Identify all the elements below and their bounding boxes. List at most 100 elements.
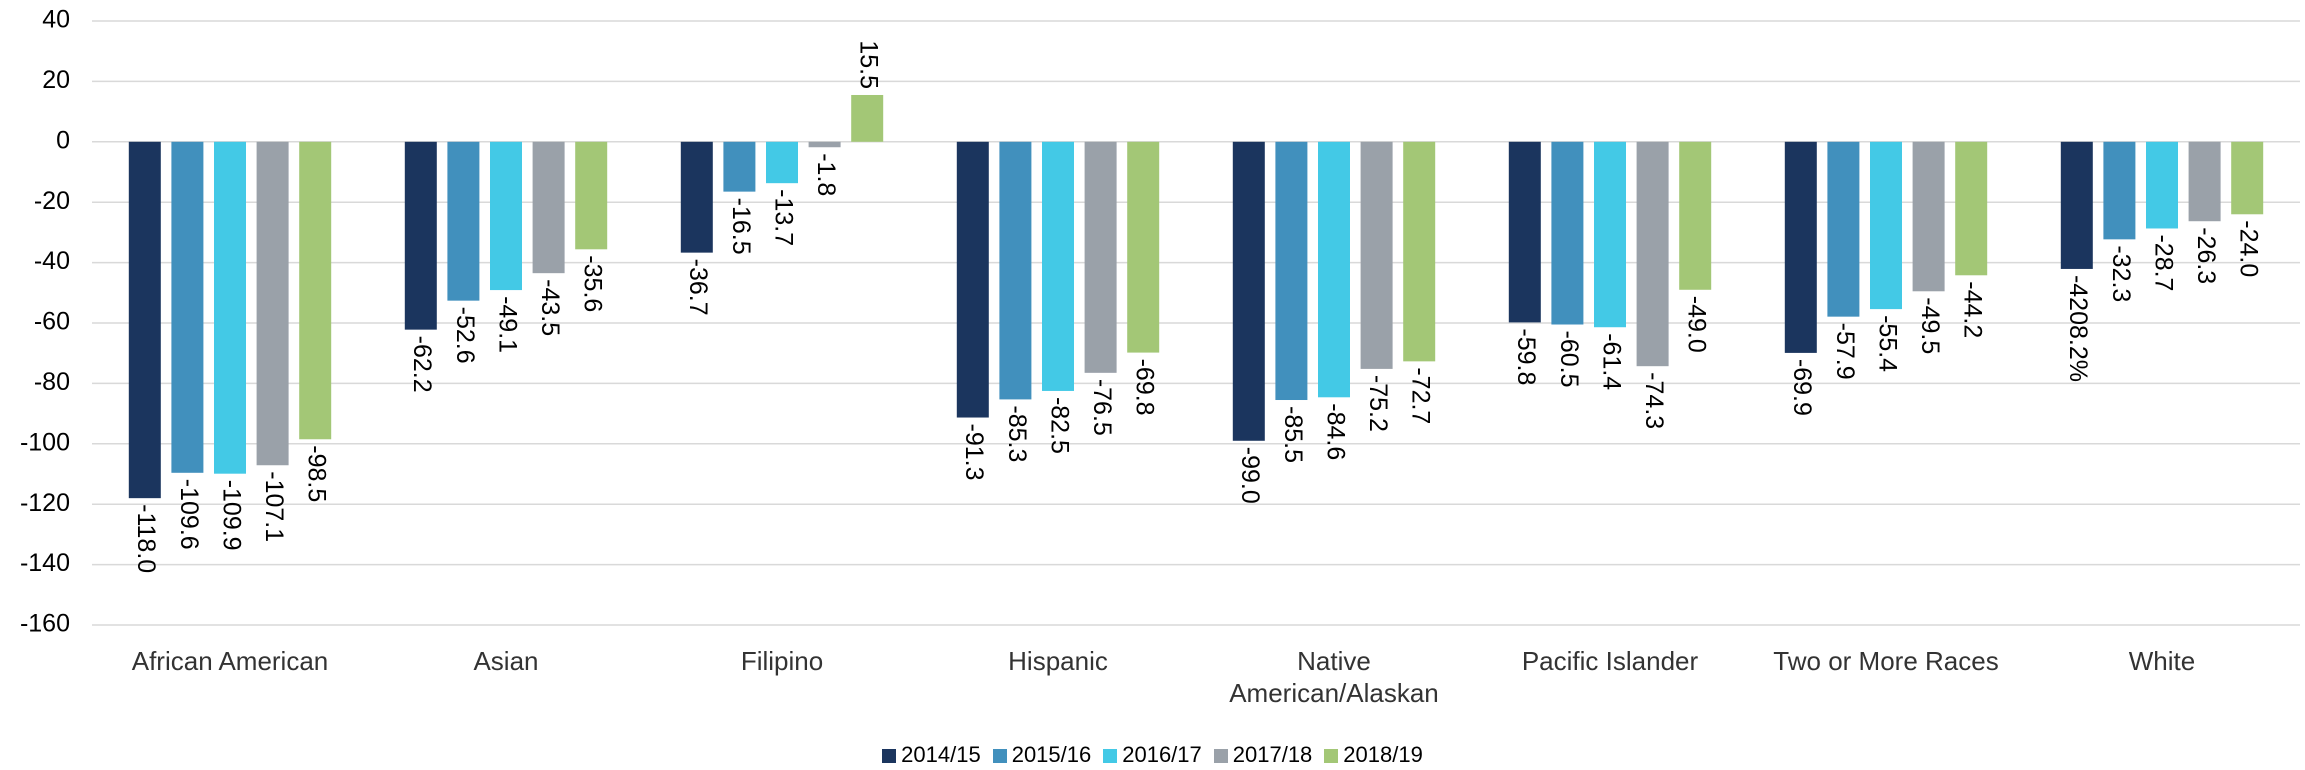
data-label: -74.3 <box>1640 372 1668 429</box>
bar <box>1912 141 1945 292</box>
bar <box>1551 141 1584 325</box>
data-label: -84.6 <box>1321 403 1349 460</box>
data-label: -59.8 <box>1512 328 1540 385</box>
bar <box>447 141 480 301</box>
data-label: -35.6 <box>579 255 607 312</box>
legend-item: 2018/19 <box>1324 742 1423 768</box>
bar <box>1403 141 1436 362</box>
x-tick-label: Native American/Alaskan <box>1229 646 1439 708</box>
legend-label: 2017/18 <box>1232 742 1313 767</box>
legend-swatch <box>1213 749 1228 763</box>
data-label: -49.1 <box>493 296 521 353</box>
data-label: -107.1 <box>260 471 288 542</box>
bar <box>128 141 161 499</box>
bar <box>1594 141 1626 328</box>
bar <box>1870 141 1902 310</box>
y-tick-label: -160 <box>20 610 70 638</box>
data-label: -49.0 <box>1683 296 1711 353</box>
y-tick-label: -40 <box>34 247 70 275</box>
data-label: -62.2 <box>408 336 436 393</box>
bar <box>1827 141 1860 317</box>
bar <box>575 141 608 250</box>
legend-item: 2014/15 <box>882 742 981 768</box>
bar <box>999 141 1032 400</box>
data-label: -49.5 <box>1916 297 1944 354</box>
y-tick-label: 20 <box>42 66 70 94</box>
legend-label: 2016/17 <box>1122 742 1202 767</box>
x-tick-label: African American <box>131 646 329 676</box>
y-tick-label: 40 <box>42 6 70 34</box>
y-tick-label: -140 <box>20 549 70 577</box>
bar <box>1084 141 1117 373</box>
bar <box>1275 141 1308 401</box>
data-label: -60.5 <box>1555 331 1583 388</box>
data-label: -16.5 <box>727 198 755 255</box>
data-label: -52.6 <box>451 307 479 364</box>
x-tick-label: Filipino <box>740 646 824 676</box>
bar <box>256 141 289 466</box>
legend-swatch <box>1103 749 1118 763</box>
data-label: -98.5 <box>303 445 331 502</box>
bar <box>723 141 756 192</box>
bar <box>2231 141 2264 215</box>
legend: 2014/15 2015/16 2016/17 2017/18 2018/19 <box>0 742 2305 768</box>
data-label: -55.4 <box>1873 315 1901 372</box>
data-label: -109.6 <box>175 479 203 550</box>
data-label: -43.5 <box>536 279 564 336</box>
data-label: -44.2 <box>1959 281 1987 338</box>
bar <box>490 141 522 291</box>
bar <box>766 141 798 184</box>
data-label: -118.0 <box>132 504 160 573</box>
bar <box>1042 141 1074 391</box>
legend-item: 2015/16 <box>992 742 1091 768</box>
bar <box>851 94 884 142</box>
data-label: -28.7 <box>2149 234 2177 291</box>
data-label: -69.9 <box>1788 359 1816 416</box>
data-label: -69.8 <box>1131 359 1159 416</box>
bar <box>1636 141 1669 367</box>
x-tick-label: White <box>2128 646 2196 676</box>
data-label: -4208.2% <box>2064 275 2092 382</box>
y-tick-label: -60 <box>34 308 70 336</box>
data-label: -75.2 <box>1364 375 1392 432</box>
data-label: -82.5 <box>1045 397 1073 454</box>
bar <box>1127 141 1160 353</box>
data-label: -76.5 <box>1088 379 1116 436</box>
bar <box>680 141 713 253</box>
bar <box>404 141 437 330</box>
y-tick-label: -80 <box>34 368 70 396</box>
data-label: 15.5 <box>855 40 883 89</box>
legend-label: 2018/19 <box>1343 742 1423 767</box>
data-label: -72.7 <box>1407 367 1435 424</box>
legend-swatch <box>882 749 897 763</box>
bar <box>1318 141 1350 398</box>
bar <box>1232 141 1265 441</box>
bar <box>214 141 246 474</box>
bar <box>808 141 841 148</box>
y-tick-label: 0 <box>56 126 70 154</box>
legend-label: 2014/15 <box>901 742 981 767</box>
bar <box>2103 141 2136 240</box>
plot-area: -160-140-120-100-80-60-40-2002040-118.0-… <box>20 6 2300 638</box>
x-tick-label: Pacific Islander <box>1521 646 1699 676</box>
bar <box>1679 141 1712 290</box>
data-label: -32.3 <box>2107 245 2135 302</box>
bar <box>2146 141 2178 229</box>
data-label: -85.3 <box>1003 405 1031 462</box>
y-tick-label: -100 <box>20 428 70 456</box>
x-tick-label: Two or More Races <box>1773 646 1999 676</box>
data-label: -24.0 <box>2235 220 2263 277</box>
bar <box>532 141 565 274</box>
bar <box>1360 141 1393 369</box>
y-tick-label: -120 <box>20 489 70 517</box>
data-label: -13.7 <box>769 189 797 246</box>
data-label: -36.7 <box>684 259 712 316</box>
data-label: -26.3 <box>2192 227 2220 284</box>
data-label: -109.9 <box>217 480 245 551</box>
bar <box>2060 141 2093 269</box>
y-tick-label: -20 <box>34 187 70 215</box>
bar <box>171 141 204 473</box>
bar <box>1784 141 1817 353</box>
x-tick-label: Asian <box>473 646 539 676</box>
